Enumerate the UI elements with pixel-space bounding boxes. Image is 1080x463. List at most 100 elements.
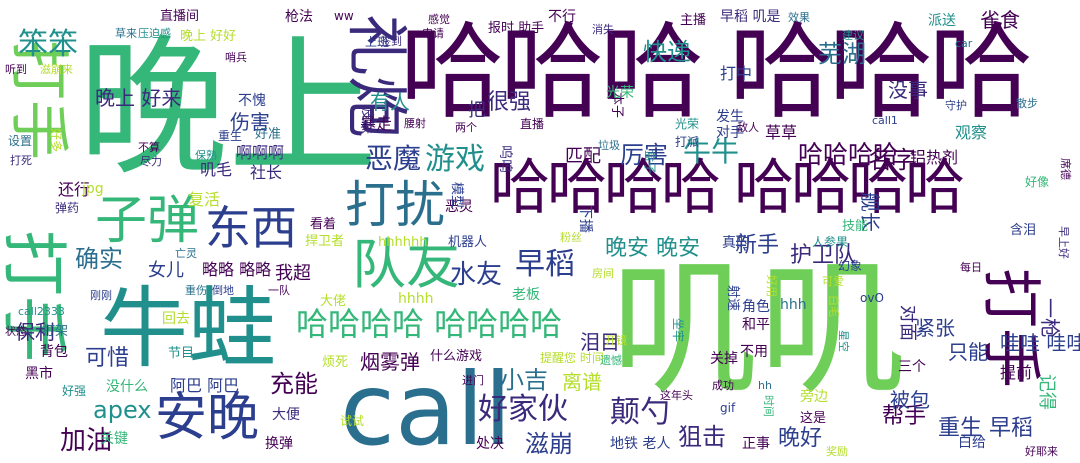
- word-打派: 打派: [675, 135, 700, 149]
- word-有人: 有人: [370, 90, 410, 114]
- word-好耶来: 好耶来: [1025, 445, 1058, 458]
- word-晚上: 晚上: [78, 22, 379, 196]
- word-好准: 好准: [255, 127, 282, 142]
- word-小吉: 小吉: [500, 366, 548, 394]
- word-消失: 消失: [592, 23, 614, 36]
- word-开镜: 开镜: [605, 334, 627, 347]
- word-哈哈哈 哈哈哈: 哈哈哈 哈哈哈: [400, 11, 1033, 133]
- word-状态: 状态: [5, 325, 27, 338]
- word-ovO: ovO: [860, 291, 884, 305]
- word-烦死: 烦死: [322, 355, 349, 370]
- word-匹配: 匹配: [565, 146, 601, 167]
- word-重生 早稻: 重生 早稻: [938, 416, 1033, 441]
- word-哨兵: 哨兵: [225, 51, 247, 64]
- word-记得: 记得: [1036, 374, 1057, 410]
- word-暴走: 暴走: [360, 114, 393, 133]
- word-没事: 没事: [888, 78, 928, 102]
- word-对面: 对面: [897, 305, 918, 341]
- word-直播: 直播: [520, 117, 545, 131]
- word-提醒您 时间: 提醒您 时间: [540, 351, 604, 365]
- word-早稻 叽是: 早稻 叽是: [720, 9, 781, 25]
- word-打死: 打死: [10, 154, 32, 167]
- word-草来: 草来: [115, 27, 137, 40]
- word-阿巴 阿巴: 阿巴 阿巴: [170, 376, 240, 395]
- word-哈哈哈哈 哈哈哈哈: 哈哈哈哈 哈哈哈哈: [296, 305, 563, 343]
- word-芜湖: 芜湖: [818, 40, 866, 68]
- word-散步: 散步: [1016, 97, 1038, 110]
- word-关掉: 关掉: [710, 351, 738, 367]
- word-hhh: hhh: [780, 297, 807, 313]
- word-垃圾: 垃圾: [598, 139, 620, 152]
- word-一队: 一队: [268, 284, 290, 297]
- word-光荣: 光荣: [606, 85, 634, 101]
- word-三个: 三个: [898, 359, 926, 375]
- word-烟雾弹: 烟雾弹: [360, 350, 420, 374]
- word-牛牛: 牛牛: [683, 135, 740, 168]
- word-滋崩: 滋崩: [525, 430, 573, 458]
- word-哇哇 哇哇: 哇哇 哇哇: [1000, 331, 1080, 355]
- word-射速: 射速: [725, 285, 740, 312]
- word-哈哈哈哈: 哈哈哈哈: [798, 140, 899, 169]
- word-call1: call1: [872, 114, 898, 127]
- word-晚上 好好: 晚上 好好: [180, 29, 237, 44]
- word-好用: 好用: [765, 275, 778, 297]
- word-叽毛: 叽毛: [200, 160, 233, 179]
- word-节目: 节目: [168, 346, 195, 361]
- word-这是: 这是: [800, 411, 827, 426]
- word-申请: 申请: [422, 27, 444, 40]
- word-守护: 守护: [945, 99, 967, 112]
- word-好多: 好多: [49, 128, 63, 153]
- word-含泪: 含泪: [1010, 223, 1037, 238]
- word-机器人: 机器人: [448, 235, 488, 250]
- word-狙击: 狙击: [678, 423, 726, 451]
- word-晚上 好来: 晚上 好来: [95, 86, 182, 110]
- word-好家伙: 好家伙: [478, 392, 568, 427]
- word-没什么: 没什么: [106, 379, 148, 395]
- word-奖励: 奖励: [826, 445, 848, 458]
- word-房间: 房间: [592, 267, 614, 280]
- word-粉丝: 粉丝: [560, 231, 582, 244]
- word-刚刚: 刚刚: [90, 289, 112, 302]
- word-建议: 建议: [842, 29, 864, 42]
- word-枪法: 枪法: [285, 9, 313, 25]
- word-不用: 不用: [740, 344, 768, 360]
- word-不行: 不行: [548, 9, 576, 25]
- word-好像: 好像: [1025, 175, 1050, 189]
- word-颠勺: 颠勺: [610, 395, 670, 430]
- word-快递: 快递: [643, 38, 691, 66]
- word-试试: 试试: [340, 414, 365, 428]
- word-倒地: 倒地: [212, 284, 234, 297]
- word-保熟: 保熟: [195, 149, 217, 162]
- word-和平: 和平: [742, 317, 770, 333]
- word-确实: 确实: [75, 245, 123, 273]
- word-进门: 进门: [462, 374, 484, 387]
- word-打架: 打架: [42, 324, 69, 339]
- word-hhhhhh: hhhhhh: [378, 235, 428, 250]
- word-好强: 好强: [62, 384, 87, 398]
- word-真的: 真的: [722, 235, 750, 251]
- word-两个: 两个: [455, 121, 477, 134]
- word-看着: 看着: [310, 217, 337, 232]
- word-捍卫者: 捍卫者: [305, 234, 345, 249]
- word-打扰: 打扰: [345, 176, 445, 234]
- word-社长: 社长: [250, 163, 283, 182]
- word-恶魔: 恶魔: [365, 142, 422, 175]
- word-保利: 保利: [15, 320, 55, 344]
- word-报时 助手: 报时 助手: [488, 21, 545, 36]
- word-感觉: 感觉: [428, 13, 450, 26]
- word-时间: 时间: [762, 395, 775, 417]
- word-签到: 签到: [380, 35, 402, 48]
- word-离谱: 离谱: [562, 370, 602, 394]
- word-一枪: 一枪: [1038, 298, 1062, 338]
- word-泪目: 泪目: [580, 330, 620, 354]
- word-不愧: 不愧: [238, 93, 266, 109]
- word-每日: 每日: [960, 261, 982, 274]
- word-哈哈哈哈 哈哈哈哈: 哈哈哈哈 哈哈哈哈: [490, 153, 965, 223]
- word-关键: 关键: [100, 431, 128, 447]
- word-游戏: 游戏: [425, 142, 485, 177]
- word-派送: 派送: [928, 13, 956, 29]
- word-女儿: 女儿: [148, 260, 184, 281]
- word-下播: 下播: [577, 205, 593, 233]
- word-略略 略略: 略略 略略: [202, 260, 272, 279]
- word-铝热剂: 铝热剂: [910, 148, 959, 167]
